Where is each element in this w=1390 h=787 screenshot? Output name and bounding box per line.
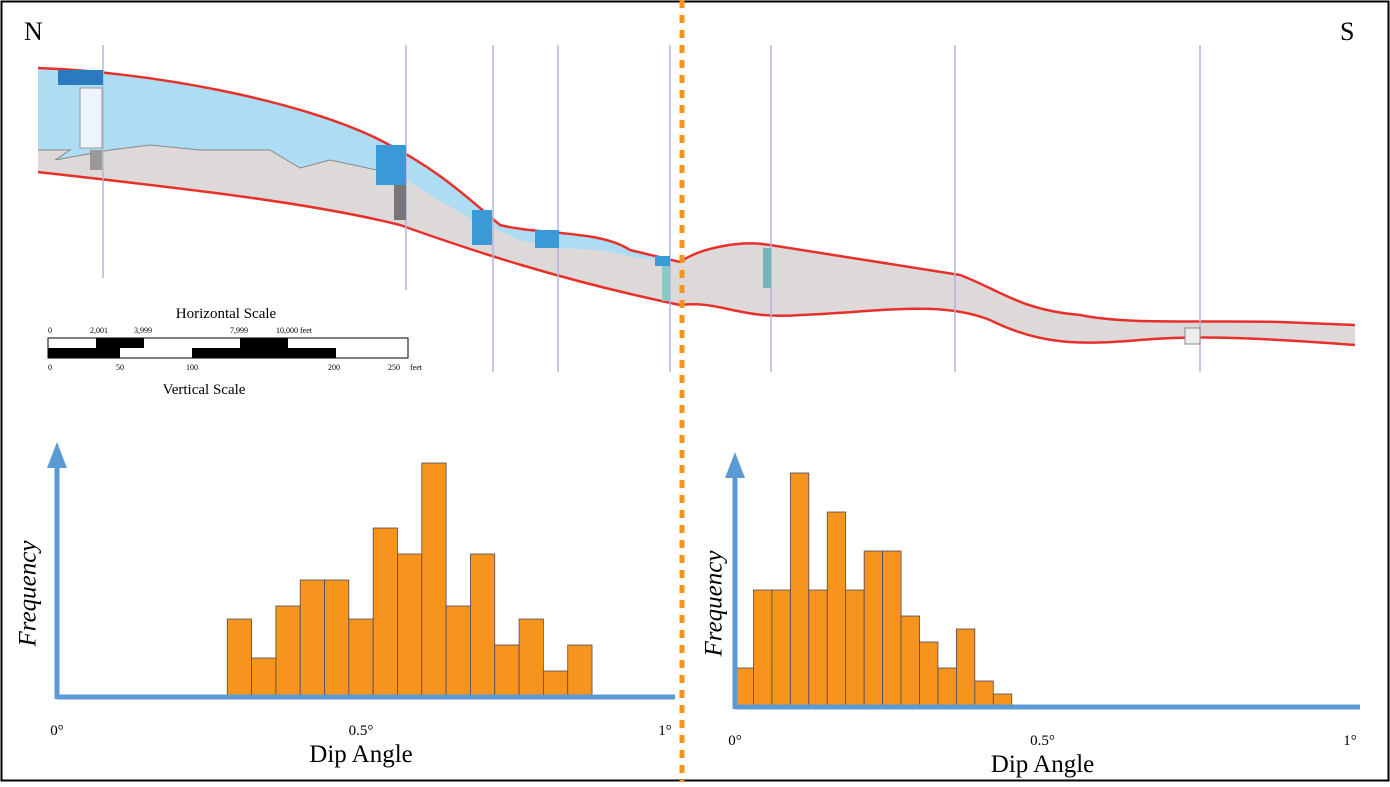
scale-label: 0: [48, 326, 52, 335]
figure: N S Horizontal Scale 0 2,001 3,999 7,999…: [0, 0, 1390, 782]
scale-label: 7,999: [230, 326, 248, 335]
bar: [772, 590, 790, 707]
bar: [325, 580, 349, 697]
scale-title: Horizontal Scale: [176, 306, 277, 322]
south-label: S: [1340, 17, 1354, 46]
y-axis-title: Frequency: [701, 550, 728, 658]
x-axis-title: Dip Angle: [309, 741, 412, 768]
x-tick-label: 0°: [50, 723, 64, 739]
bar: [568, 645, 592, 697]
bar: [422, 463, 446, 697]
bar: [864, 551, 882, 707]
bar: [543, 671, 567, 697]
bar: [495, 645, 519, 697]
bar: [227, 619, 251, 697]
north-label: N: [24, 17, 43, 46]
scale-label: 3,999: [134, 326, 152, 335]
bar: [920, 642, 938, 707]
scale-label: feet: [410, 363, 423, 372]
scale-label: 100: [186, 363, 198, 372]
bar: [397, 554, 421, 697]
bar: [470, 554, 494, 697]
scale-label: 250: [388, 363, 400, 372]
y-axis-title: Frequency: [15, 540, 42, 648]
x-axis-title: Dip Angle: [991, 751, 1094, 778]
scale-title: Vertical Scale: [163, 382, 246, 398]
bar: [349, 619, 373, 697]
bar: [373, 528, 397, 697]
bar: [883, 551, 901, 707]
x-tick-label: 0°: [728, 733, 742, 749]
bar: [753, 590, 771, 707]
bar: [809, 590, 827, 707]
bar: [252, 658, 276, 697]
x-tick-label: 1°: [658, 723, 672, 739]
scale-label: 10,000 feet: [276, 326, 313, 335]
bar: [901, 616, 919, 707]
bar: [276, 606, 300, 697]
bar: [846, 590, 864, 707]
bar: [938, 668, 956, 707]
bar: [519, 619, 543, 697]
bar: [735, 668, 753, 707]
bar: [790, 473, 808, 707]
scale-label: 50: [116, 363, 124, 372]
bar: [827, 512, 845, 707]
x-tick-label: 0.5°: [349, 723, 374, 739]
bar: [956, 629, 974, 707]
scale-label: 0: [48, 363, 52, 372]
bar: [300, 580, 324, 697]
bar: [975, 681, 993, 707]
scale-label: 200: [328, 363, 340, 372]
x-tick-label: 0.5°: [1030, 733, 1055, 749]
scale-label: 2,001: [90, 326, 108, 335]
x-tick-label: 1°: [1343, 733, 1357, 749]
bar: [446, 606, 470, 697]
